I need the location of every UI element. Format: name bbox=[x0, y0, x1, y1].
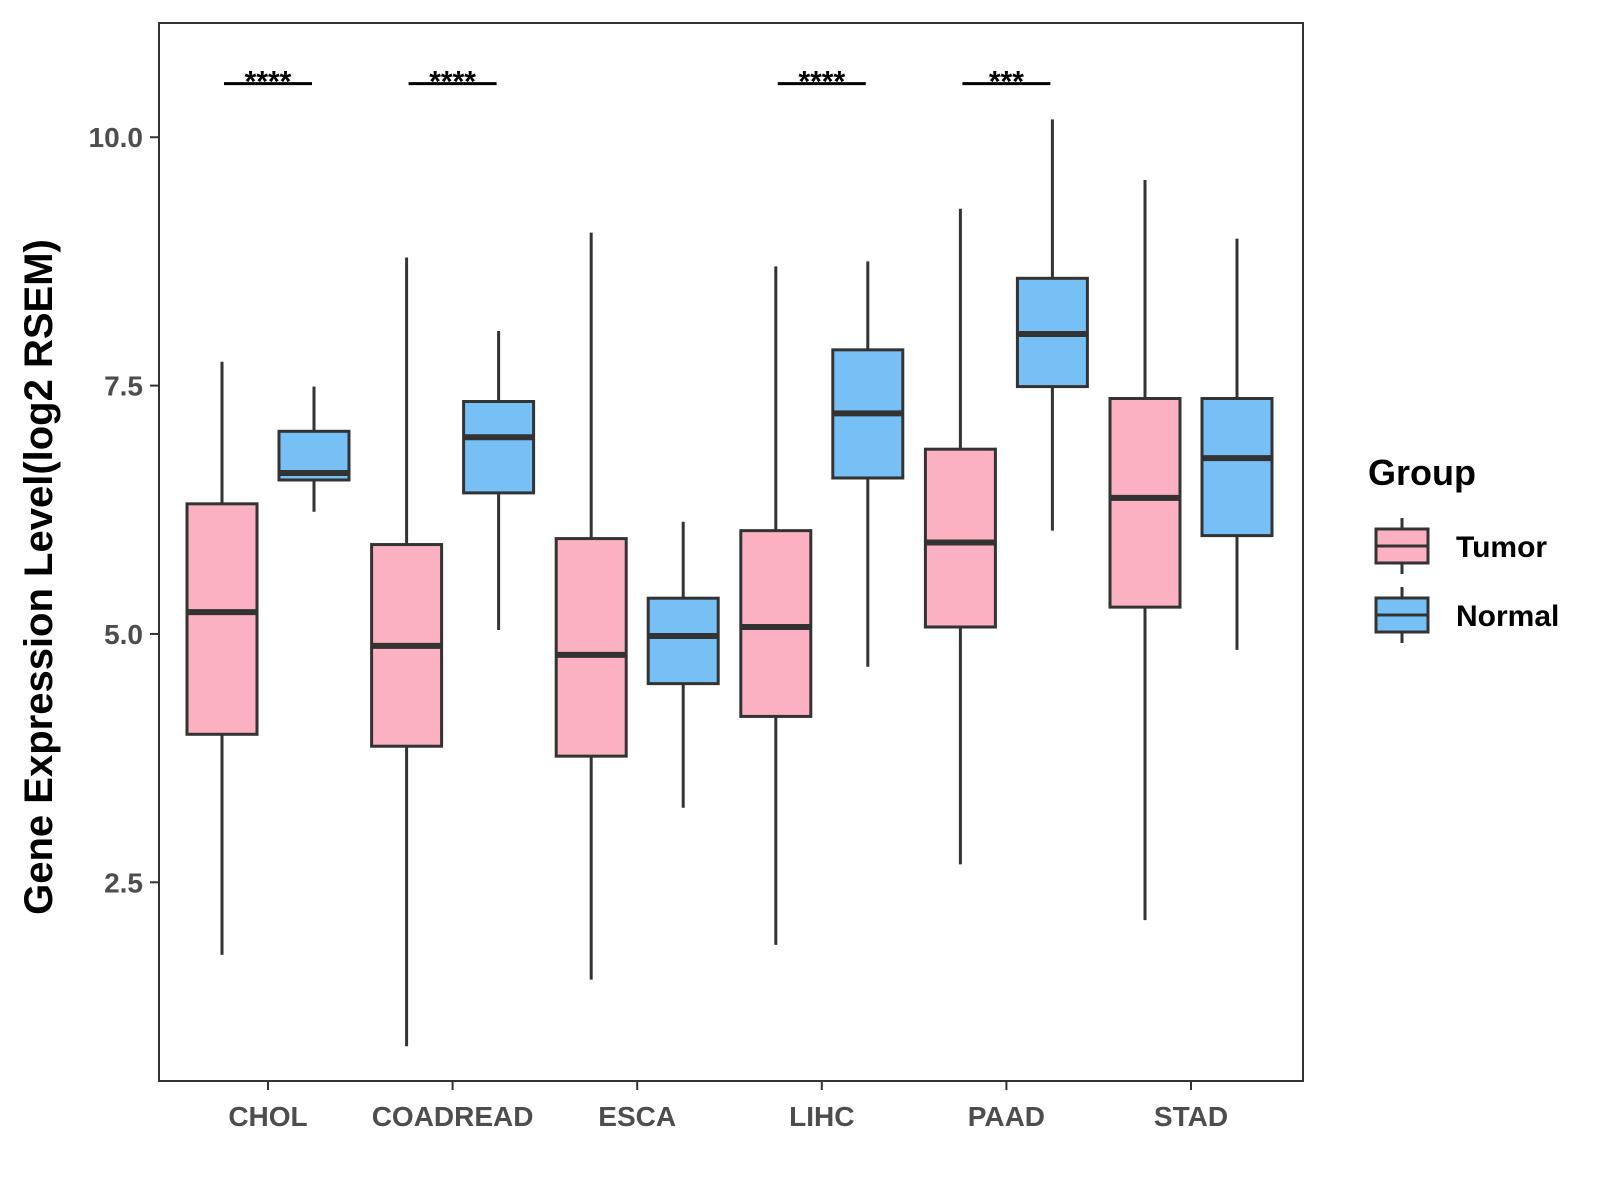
significance-label: **** bbox=[245, 66, 292, 99]
y-tick-label: 2.5 bbox=[104, 867, 143, 898]
legend: Group Tumor Normal bbox=[1368, 452, 1559, 643]
significance-label: **** bbox=[798, 66, 845, 99]
legend-item-normal: Normal bbox=[1374, 587, 1559, 643]
box-tumor-stad bbox=[1108, 179, 1182, 921]
plot-marks: **** **** **** *** bbox=[185, 66, 1274, 1047]
box-iqr bbox=[923, 447, 997, 629]
y-axis-title: Gene Expression Level(log2 RSEM) bbox=[17, 239, 61, 915]
box-normal-coadread bbox=[462, 330, 536, 630]
box-tumor-chol bbox=[185, 361, 259, 955]
y-axis: 2.5 5.0 7.5 10.0 bbox=[89, 122, 159, 898]
significance-label: *** bbox=[989, 66, 1024, 99]
significance-lihc: **** bbox=[777, 66, 866, 99]
significance-chol: **** bbox=[224, 66, 312, 99]
box-iqr bbox=[646, 596, 720, 686]
box-iqr bbox=[554, 537, 628, 758]
x-tick-label: STAD bbox=[1154, 1101, 1228, 1132]
box-tumor-coadread bbox=[370, 257, 444, 1047]
box-normal-stad bbox=[1200, 238, 1274, 650]
box-normal-esca bbox=[646, 521, 720, 808]
box-iqr bbox=[1200, 397, 1274, 538]
y-tick-label: 5.0 bbox=[104, 619, 143, 650]
x-tick-label: ESCA bbox=[598, 1101, 676, 1132]
plot-panel-border bbox=[158, 22, 1304, 1082]
box-iqr bbox=[185, 502, 259, 736]
legend-label: Normal bbox=[1456, 600, 1559, 633]
box-normal-lihc bbox=[831, 261, 905, 667]
significance-label: **** bbox=[429, 66, 476, 99]
x-tick-label: CHOL bbox=[228, 1101, 307, 1132]
box-tumor-paad bbox=[923, 208, 997, 865]
box-iqr bbox=[1108, 397, 1182, 609]
legend-label: Tumor bbox=[1456, 531, 1547, 564]
box-normal-paad bbox=[1015, 119, 1089, 531]
legend-item-tumor: Tumor bbox=[1374, 518, 1547, 574]
y-tick-label: 10.0 bbox=[89, 122, 144, 153]
x-tick-label: COADREAD bbox=[372, 1101, 534, 1132]
box-iqr bbox=[739, 529, 813, 718]
box-tumor-lihc bbox=[739, 266, 813, 945]
significance-paad: *** bbox=[962, 66, 1051, 99]
box-tumor-esca bbox=[554, 232, 628, 980]
significance-coadread: **** bbox=[408, 66, 497, 99]
box-iqr bbox=[462, 399, 536, 495]
x-tick-label: PAAD bbox=[968, 1101, 1045, 1132]
y-tick-label: 7.5 bbox=[104, 371, 143, 402]
legend-title: Group bbox=[1368, 452, 1476, 493]
box-normal-chol bbox=[277, 386, 351, 512]
x-tick-label: LIHC bbox=[789, 1101, 854, 1132]
x-axis: CHOL COADREAD ESCA LIHC PAAD STAD bbox=[228, 1081, 1228, 1132]
